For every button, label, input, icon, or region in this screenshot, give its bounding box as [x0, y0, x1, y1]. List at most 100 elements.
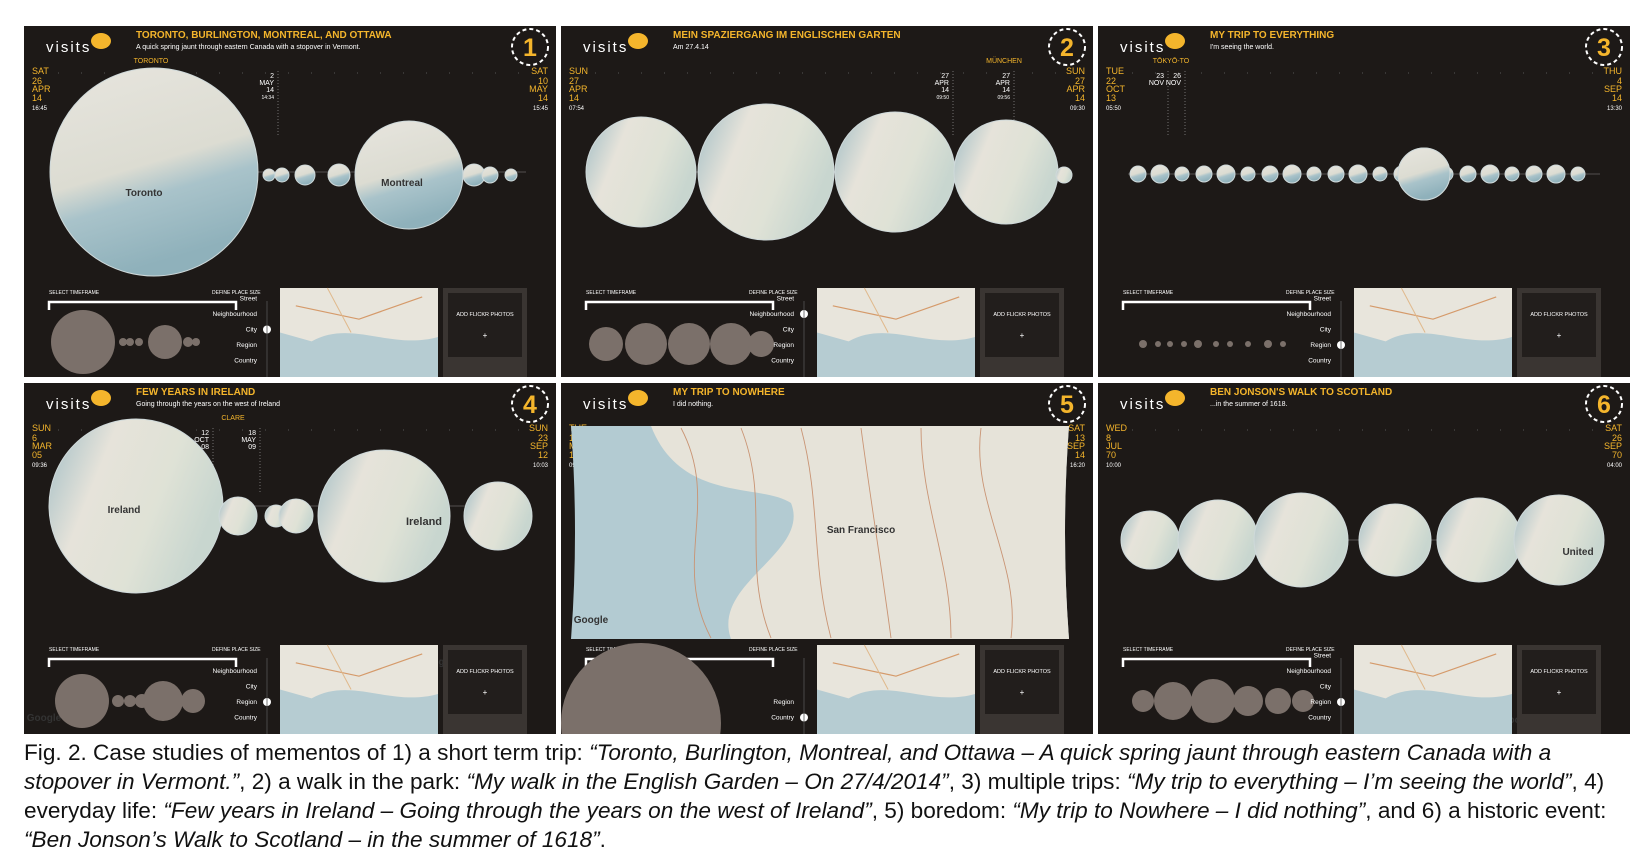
date-part: 14: [538, 93, 548, 103]
place-circle: [1525, 165, 1543, 183]
caption-text: , 3) multiple trips:: [948, 769, 1128, 794]
date-part: OCT: [1106, 84, 1126, 94]
timeframe-circle: [710, 323, 752, 365]
date-part: 16:45: [32, 106, 48, 112]
place-circle: [1306, 166, 1322, 182]
trip-map-road: [800, 427, 832, 639]
timeframe-circle: [51, 310, 115, 374]
place-size: Country: [1308, 358, 1332, 365]
place-size: Street: [1314, 296, 1332, 303]
timeframe-circle: [181, 689, 205, 713]
place-circle: [1261, 165, 1279, 183]
place-circle: [834, 111, 956, 233]
control-label: SELECT TIMEFRAME: [49, 290, 100, 296]
timeframe-bracket: [1121, 657, 1312, 667]
caption-quote: “Ben Jonson’s Walk to Scotland – in the …: [24, 827, 600, 852]
date-part: 23: [538, 433, 548, 443]
place-circle: [1129, 165, 1147, 183]
place-size: Neighbourhood: [1287, 311, 1332, 318]
panel-number: 1: [523, 34, 537, 62]
map-label: San Francisco: [827, 525, 895, 536]
logo-blob: [628, 390, 648, 406]
flickr-inner: [448, 650, 522, 714]
place-circle: [1372, 166, 1388, 182]
place-circle: [1216, 164, 1236, 184]
place-circle: [1195, 165, 1213, 183]
logo: visits: [46, 396, 91, 413]
date-part: 22: [1106, 76, 1116, 86]
date-part: 6: [32, 433, 37, 443]
date-part: 14: [1075, 450, 1085, 460]
date-part: 10: [538, 76, 548, 86]
place-circle: [278, 498, 314, 534]
place-size: Region: [236, 699, 257, 706]
panel-subtitle: Am 27.4.14: [673, 44, 709, 51]
place-size: City: [783, 327, 795, 334]
timeframe-bracket: [47, 300, 238, 310]
place-size: Region: [236, 342, 257, 349]
date-part: 14: [1075, 93, 1085, 103]
map-label: Google: [27, 713, 62, 724]
timeframe-circle: [55, 674, 109, 728]
date-part: 04:00: [1607, 463, 1623, 469]
mid-date-part: APR: [996, 80, 1010, 87]
map-road: [295, 653, 423, 677]
caption-quote: “My trip to everything – I’m seeing the …: [1127, 769, 1572, 794]
map-land: [817, 645, 975, 699]
caption-quote: “My trip to Nowhere – I did nothing”: [1012, 798, 1366, 823]
control-label: DEFINE PLACE SIZE: [212, 647, 261, 653]
timeframe-circle: [1245, 341, 1251, 347]
map-road: [863, 644, 889, 690]
flickr-label: ADD FLICKR PHOTOS: [456, 312, 514, 318]
date-part: 13:30: [1607, 106, 1623, 112]
timeframe-circle: [112, 695, 124, 707]
trip-map-road: [920, 427, 952, 639]
place-circle: [1150, 164, 1170, 184]
date-part: APR: [569, 84, 588, 94]
place-size: Street: [240, 296, 258, 303]
panel-title: MY TRIP TO EVERYTHING: [1210, 30, 1334, 41]
panel: visits MEIN SPAZIERGANG IM ENGLISCHEN GAR…: [561, 26, 1093, 377]
date-part: 26: [1612, 433, 1622, 443]
timeframe-circle: [668, 323, 710, 365]
timeframe-circle: [1264, 340, 1272, 348]
place-circle: [218, 496, 258, 536]
place-size: Street: [777, 296, 795, 303]
panel-title: MEIN SPAZIERGANG IM ENGLISCHEN GARTEN: [673, 30, 901, 41]
logo-blob: [91, 390, 111, 406]
panel-subtitle: Going through the years on the west of I…: [136, 401, 280, 408]
timeframe-circle: [1213, 341, 1219, 347]
panel-number: 2: [1060, 34, 1074, 62]
control-label: SELECT TIMEFRAME: [1123, 647, 1174, 653]
date-part: SEP: [1604, 84, 1622, 94]
mid-date-part: 26: [1173, 73, 1181, 80]
flickr-plus: +: [1020, 331, 1025, 340]
logo-blob: [628, 33, 648, 49]
logo: visits: [1120, 39, 1165, 56]
place-circle: [1397, 147, 1451, 201]
date-part: APR: [32, 84, 51, 94]
timeframe-circle: [1191, 679, 1235, 723]
timeframe-bracket: [584, 300, 775, 310]
caption-text: .: [599, 827, 606, 852]
panel-subtitle: I'm seeing the world.: [1210, 44, 1274, 51]
map-label: Ireland: [108, 505, 141, 516]
date-part: 15:45: [533, 106, 549, 112]
map-road: [326, 644, 352, 690]
place-size: Country: [1308, 715, 1332, 722]
figure: visits TORONTO, BURLINGTON, MONTREAL, AND…: [24, 26, 1630, 734]
timeframe-circle: [143, 681, 183, 721]
place-size: City: [1320, 327, 1332, 334]
map-road: [832, 296, 960, 320]
timeframe-bracket: [1121, 300, 1312, 310]
control-label: SELECT TIMEFRAME: [1123, 290, 1174, 296]
trip-map-road: [740, 427, 772, 639]
date-part: SEP: [1067, 441, 1085, 451]
place-size: Region: [773, 699, 794, 706]
date-part: TUE: [1106, 66, 1124, 76]
map-label: Google: [574, 615, 609, 626]
place-circle: [294, 164, 316, 186]
date-part: 05: [32, 450, 42, 460]
place-circle: [1513, 494, 1605, 586]
panel-title: BEN JONSON'S WALK TO SCOTLAND: [1210, 387, 1392, 398]
